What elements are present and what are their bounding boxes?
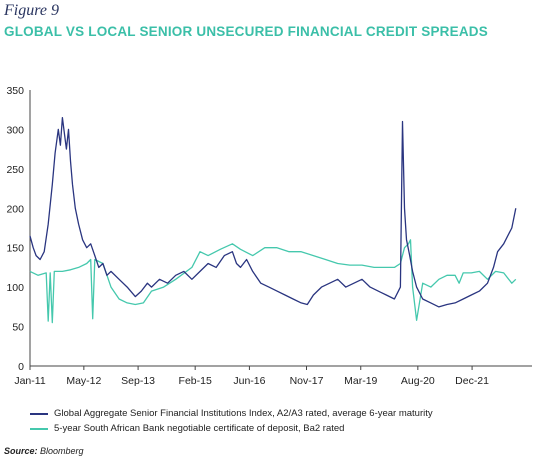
y-tick-label: 300: [6, 124, 24, 136]
legend: Global Aggregate Senior Financial Instit…: [30, 406, 433, 436]
legend-item-sa: 5-year South African Bank negotiable cer…: [30, 421, 433, 436]
legend-label-global: Global Aggregate Senior Financial Instit…: [54, 408, 433, 419]
figure-label: Figure 9: [4, 2, 59, 19]
y-tick-label: 0: [18, 361, 24, 373]
y-tick-label: 200: [6, 203, 24, 215]
x-tick-label: Dec-21: [455, 375, 489, 387]
x-tick-label: Sep-13: [121, 375, 155, 387]
source-note: Source: Bloomberg: [4, 446, 84, 456]
y-tick-label: 350: [6, 85, 24, 97]
source-text: Bloomberg: [40, 446, 84, 456]
y-tick-label: 50: [12, 322, 24, 334]
x-tick-label: May-12: [66, 375, 101, 387]
x-tick-label: Aug-20: [401, 375, 435, 387]
x-tick-label: Mar-19: [344, 375, 377, 387]
x-tick-label: Jan-11: [14, 375, 45, 387]
line-chart: 0 50 100 150 200 250 300 350 Jan-11 May-12 Sep-13 F…: [6, 85, 532, 387]
chart-title: GLOBAL VS LOCAL SENIOR UNSECURED FINANCI…: [4, 24, 488, 39]
legend-swatch-global: [30, 412, 48, 415]
source-label: Source:: [4, 446, 38, 456]
series-line-sa: [29, 239, 517, 324]
y-tick-label: 250: [6, 164, 24, 176]
y-tick-label: 100: [6, 282, 24, 294]
series-line-global: [29, 116, 517, 308]
y-tick-label: 150: [6, 243, 24, 255]
x-tick-label: Jun-16: [233, 375, 265, 387]
x-tick-label: Nov-17: [290, 375, 324, 387]
legend-swatch-sa: [30, 427, 48, 430]
x-tick-label: Feb-15: [179, 375, 212, 387]
legend-label-sa: 5-year South African Bank negotiable cer…: [54, 423, 345, 434]
legend-item-global: Global Aggregate Senior Financial Instit…: [30, 406, 433, 421]
